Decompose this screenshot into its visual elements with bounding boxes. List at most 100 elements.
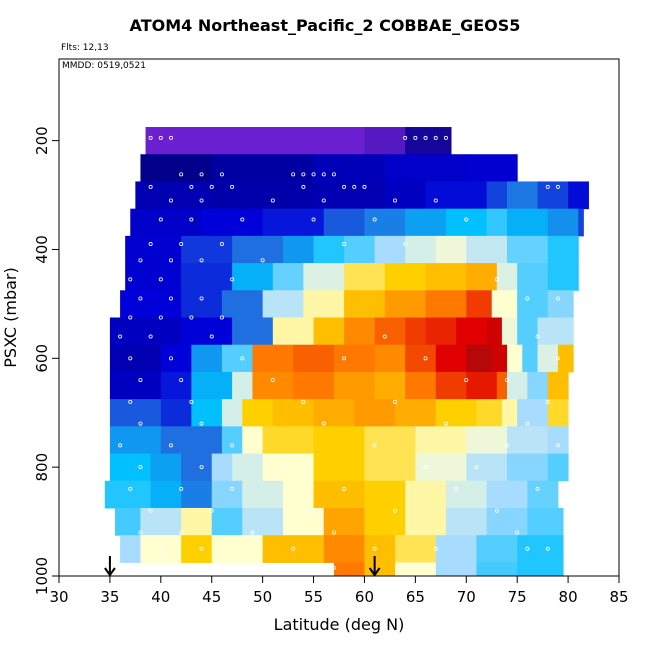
sample-point xyxy=(342,184,347,189)
heatmap-cell xyxy=(435,535,477,563)
sample-point xyxy=(128,399,133,404)
heatmap-cell xyxy=(517,263,549,291)
sample-point xyxy=(250,530,255,535)
heatmap-cell xyxy=(191,371,233,400)
heatmap-cell xyxy=(466,235,508,264)
flights-note: Flts: 12,13 xyxy=(61,43,109,53)
sample-point xyxy=(464,378,469,383)
heatmap-cell xyxy=(140,535,182,563)
heatmap-cell xyxy=(232,235,284,264)
sample-point xyxy=(118,443,123,448)
sample-point xyxy=(372,546,377,551)
sample-point xyxy=(423,135,428,140)
heatmap-cell xyxy=(405,344,437,373)
heatmap-cell xyxy=(221,344,253,373)
heatmap-cell xyxy=(425,317,457,346)
y-axis-title: PSXC (mbar) xyxy=(1,267,20,367)
heatmap-cell xyxy=(160,399,192,427)
sample-point xyxy=(515,356,520,361)
heatmap-cell xyxy=(486,181,508,210)
sample-point xyxy=(403,242,408,247)
sample-point xyxy=(230,443,235,448)
sample-point xyxy=(372,217,377,222)
sample-point xyxy=(280,465,285,470)
heatmap-cell xyxy=(374,371,406,400)
sample-point xyxy=(423,356,428,361)
heatmap-cell xyxy=(507,235,549,264)
heatmap-cell xyxy=(486,208,508,237)
heatmap-cell xyxy=(313,154,386,182)
sample-point xyxy=(138,421,143,426)
heatmap-cell xyxy=(537,181,569,210)
sample-point xyxy=(219,242,224,247)
heatmap-cell xyxy=(496,371,508,400)
heatmap-cell xyxy=(374,317,406,346)
heatmap-cell xyxy=(191,426,223,455)
sample-point xyxy=(515,530,520,535)
x-tick-label: 70 xyxy=(457,588,476,606)
heatmap-cell xyxy=(181,453,213,482)
heatmap-cell xyxy=(395,535,437,563)
heatmap-cell xyxy=(425,290,467,318)
sample-point xyxy=(138,296,143,301)
sample-point xyxy=(403,135,408,140)
sample-point xyxy=(433,546,438,551)
y-tick-label: 400 xyxy=(33,235,51,264)
heatmap-cell xyxy=(211,181,315,210)
x-tick-label: 65 xyxy=(406,588,425,606)
heatmap-cell xyxy=(125,263,182,291)
sample-point xyxy=(535,486,540,491)
sample-point xyxy=(168,296,173,301)
heatmap-cell xyxy=(364,480,406,509)
heatmap-cell xyxy=(537,317,574,346)
heatmap-cell xyxy=(181,480,213,509)
heatmap-cell xyxy=(364,507,406,536)
heatmap-cell xyxy=(211,453,233,482)
heatmap-cell xyxy=(211,154,315,182)
heatmap-cell xyxy=(262,535,325,563)
sample-point xyxy=(494,277,499,282)
sample-point xyxy=(454,135,459,140)
sample-point xyxy=(362,184,367,189)
heatmap-cell xyxy=(323,208,365,237)
sample-point xyxy=(199,421,204,426)
heatmap-cell xyxy=(466,453,508,482)
heatmap-cell xyxy=(568,181,589,210)
heatmap-cell xyxy=(293,371,335,400)
heatmap-cell xyxy=(109,371,162,400)
heatmap-cell xyxy=(181,290,223,318)
heatmap-cell xyxy=(272,399,315,427)
heatmap-cell xyxy=(109,344,162,373)
heatmap-cell xyxy=(415,426,467,455)
sample-point xyxy=(555,443,560,448)
heatmap-cell xyxy=(501,399,518,427)
heatmap-cell xyxy=(262,208,325,237)
heatmap-cell xyxy=(527,371,549,400)
sample-point xyxy=(230,277,235,282)
sample-point xyxy=(189,217,194,222)
heatmap-cell xyxy=(252,371,294,400)
x-axis-title: Latitude (deg N) xyxy=(274,615,405,634)
heatmap-cell xyxy=(466,344,493,373)
heatmap-cell xyxy=(501,317,518,346)
sample-point xyxy=(158,277,163,282)
heatmap-cell xyxy=(517,399,549,427)
sample-point xyxy=(433,135,438,140)
heatmap-cell xyxy=(333,562,365,577)
heatmap-cell xyxy=(109,426,162,455)
sample-point xyxy=(270,378,275,383)
heatmap-cell xyxy=(201,208,264,237)
heatmap-cell xyxy=(115,507,141,536)
plot-frame xyxy=(58,58,620,577)
heatmap-cell xyxy=(181,235,233,264)
heatmap-cell xyxy=(120,290,182,318)
sample-point xyxy=(148,135,153,140)
heatmap-cell xyxy=(120,535,141,563)
heatmap-cell xyxy=(547,371,569,400)
sample-point xyxy=(392,508,397,513)
heatmap-cell xyxy=(130,208,203,237)
heatmap-cell xyxy=(547,453,569,482)
heatmap-cell xyxy=(384,290,427,318)
sample-point xyxy=(301,184,306,189)
sample-point xyxy=(199,546,204,551)
